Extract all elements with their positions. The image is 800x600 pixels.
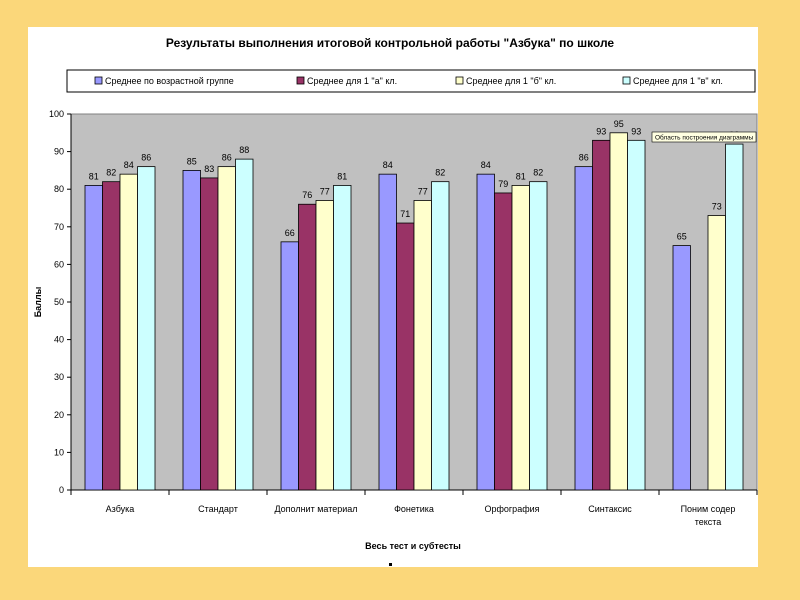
y-tick-label: 30 bbox=[54, 372, 64, 382]
tooltip-box bbox=[651, 131, 757, 143]
x-axis-title: Весь тест и субтесты bbox=[365, 541, 461, 551]
x-tick-label: Стандарт bbox=[198, 504, 238, 514]
bar bbox=[725, 143, 744, 491]
bar bbox=[707, 215, 726, 491]
legend-box bbox=[66, 69, 756, 93]
bar bbox=[217, 166, 236, 491]
data-label: 88 bbox=[239, 145, 249, 155]
y-tick-label: 10 bbox=[54, 447, 64, 457]
y-tick-label: 40 bbox=[54, 335, 64, 345]
bar bbox=[511, 185, 530, 491]
data-label: 79 bbox=[498, 179, 508, 189]
data-label: 82 bbox=[435, 168, 445, 178]
selection-handle bbox=[389, 563, 392, 566]
chart-title: Результаты выполнения итоговой контрольн… bbox=[166, 36, 615, 50]
bar bbox=[182, 169, 201, 491]
bar bbox=[102, 181, 121, 491]
x-tick-label: Фонетика bbox=[394, 504, 434, 514]
chart-frame: Результаты выполнения итоговой контрольн… bbox=[28, 27, 758, 567]
data-label: 84 bbox=[383, 160, 393, 170]
data-label: 81 bbox=[89, 171, 99, 181]
bar bbox=[280, 241, 299, 491]
data-label: 71 bbox=[400, 209, 410, 219]
y-tick-label: 90 bbox=[54, 147, 64, 157]
x-tick-label: Поним содер текста bbox=[681, 504, 736, 527]
bar bbox=[609, 132, 628, 491]
data-label: 93 bbox=[631, 126, 641, 136]
bar bbox=[298, 203, 317, 491]
bar bbox=[378, 173, 397, 491]
data-label: 77 bbox=[320, 186, 330, 196]
bar bbox=[119, 173, 138, 491]
data-label: 82 bbox=[533, 168, 543, 178]
legend-swatch bbox=[622, 76, 631, 85]
y-tick-label: 50 bbox=[54, 297, 64, 307]
bar bbox=[672, 245, 691, 491]
data-label: 95 bbox=[614, 119, 624, 129]
data-label: 84 bbox=[481, 160, 491, 170]
data-label: 66 bbox=[285, 228, 295, 238]
x-tick-label: Азбука bbox=[106, 504, 135, 514]
bar bbox=[315, 200, 334, 491]
data-label: 77 bbox=[418, 186, 428, 196]
y-tick-label: 70 bbox=[54, 222, 64, 232]
data-label: 86 bbox=[141, 153, 151, 163]
data-label: 81 bbox=[337, 171, 347, 181]
bar bbox=[627, 139, 646, 491]
tooltip-text: Область построения диаграммы bbox=[655, 134, 754, 142]
bar bbox=[494, 192, 513, 491]
x-tick-label: Орфография bbox=[484, 504, 539, 514]
legend-swatch bbox=[455, 76, 464, 85]
bar bbox=[235, 158, 254, 491]
y-axis-title: Баллы bbox=[33, 286, 43, 317]
data-label: 65 bbox=[677, 232, 687, 242]
data-label: 82 bbox=[106, 168, 116, 178]
bar bbox=[431, 181, 450, 491]
y-tick-label: 60 bbox=[54, 259, 64, 269]
legend-label: Среднее для 1 "а" кл. bbox=[307, 76, 397, 86]
y-tick-label: 100 bbox=[49, 109, 64, 119]
data-label: 85 bbox=[187, 156, 197, 166]
legend-label: Среднее по возрастной группе bbox=[105, 76, 234, 86]
data-label: 76 bbox=[302, 190, 312, 200]
data-label: 83 bbox=[204, 164, 214, 174]
data-label: 93 bbox=[596, 126, 606, 136]
y-tick-label: 20 bbox=[54, 410, 64, 420]
bar bbox=[84, 185, 103, 491]
y-tick-label: 0 bbox=[59, 485, 64, 495]
data-label: 73 bbox=[712, 202, 722, 212]
y-tick-label: 80 bbox=[54, 184, 64, 194]
bar bbox=[529, 181, 548, 491]
bar bbox=[476, 173, 495, 491]
x-tick-label: Синтаксис bbox=[588, 504, 632, 514]
legend-swatch bbox=[296, 76, 305, 85]
bar-chart: Результаты выполнения итоговой контрольн… bbox=[33, 36, 758, 566]
bar bbox=[396, 222, 415, 491]
x-tick-label: Дополнит материал bbox=[274, 504, 357, 514]
bar bbox=[137, 166, 156, 491]
legend-label: Среднее для 1 "б" кл. bbox=[466, 76, 556, 86]
bar bbox=[574, 166, 593, 491]
data-label: 86 bbox=[579, 153, 589, 163]
bar bbox=[200, 177, 219, 491]
data-label: 86 bbox=[222, 153, 232, 163]
legend-label: Среднее для 1 "в" кл. bbox=[633, 76, 723, 86]
data-label: 84 bbox=[124, 160, 134, 170]
legend-swatch bbox=[94, 76, 103, 85]
bar bbox=[413, 200, 432, 491]
bar bbox=[333, 185, 352, 491]
data-label: 81 bbox=[516, 171, 526, 181]
bar bbox=[592, 139, 611, 491]
